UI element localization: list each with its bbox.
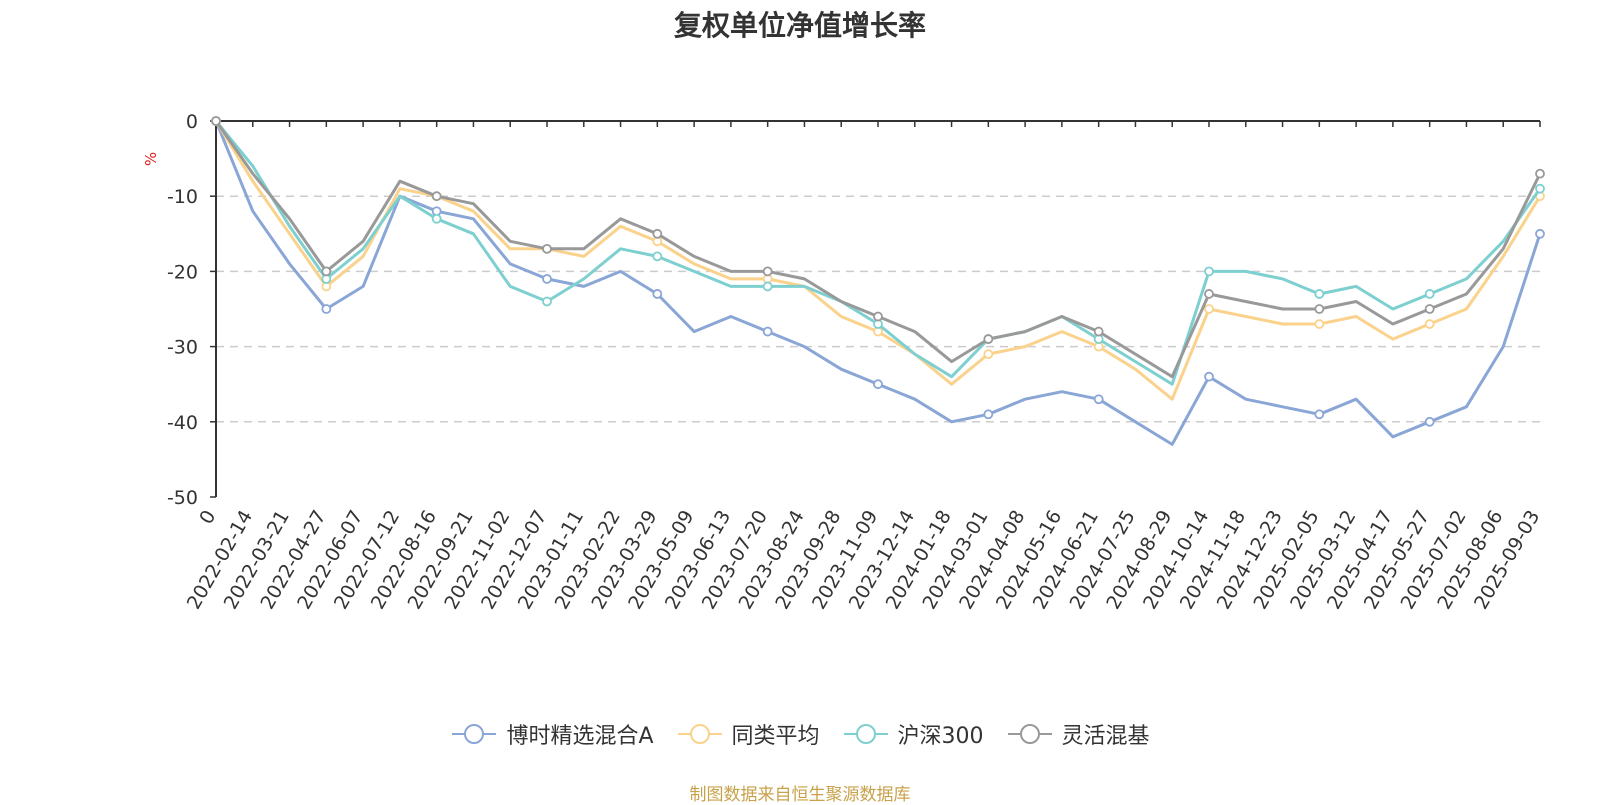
legend-label: 沪深300 bbox=[897, 724, 984, 749]
data-point[interactable] bbox=[762, 266, 773, 277]
y-tick-label: -40 bbox=[167, 412, 198, 434]
data-point[interactable] bbox=[1424, 416, 1435, 427]
data-point[interactable] bbox=[431, 191, 442, 202]
data-source-note: 制图数据来自恒生聚源数据库 bbox=[689, 785, 911, 805]
legend-item-4[interactable]: 灵活混基 bbox=[1006, 718, 1150, 750]
legend-item-2[interactable]: 同类平均 bbox=[676, 718, 820, 750]
data-point[interactable] bbox=[1314, 289, 1325, 299]
y-tick-label: -10 bbox=[167, 186, 198, 208]
data-point[interactable] bbox=[321, 266, 332, 277]
data-point[interactable] bbox=[1424, 289, 1435, 299]
data-point[interactable] bbox=[1204, 304, 1214, 314]
data-point[interactable] bbox=[542, 296, 552, 307]
data-point[interactable] bbox=[983, 349, 994, 360]
data-point[interactable] bbox=[1424, 304, 1435, 314]
data-point[interactable] bbox=[321, 304, 332, 314]
legend-label: 博时精选混合A bbox=[506, 724, 654, 749]
data-point[interactable] bbox=[652, 289, 663, 299]
legend-marker-icon bbox=[1007, 724, 1052, 744]
legend-label: 同类平均 bbox=[731, 724, 820, 749]
data-point[interactable] bbox=[873, 379, 883, 390]
series-line bbox=[214, 120, 1542, 379]
y-axis-label: % bbox=[142, 152, 160, 166]
data-point[interactable] bbox=[873, 311, 883, 322]
data-point[interactable] bbox=[1424, 319, 1435, 329]
legend-marker-icon bbox=[677, 724, 722, 744]
axes: 0-10-20-30-40-5002022-02-142022-03-21202… bbox=[167, 111, 1544, 613]
y-tick-label: -20 bbox=[167, 261, 198, 283]
series-4[interactable] bbox=[211, 116, 1545, 379]
data-point[interactable] bbox=[1204, 371, 1214, 382]
legend-label: 灵活混基 bbox=[1061, 724, 1150, 749]
data-point[interactable] bbox=[542, 243, 552, 254]
data-point[interactable] bbox=[431, 213, 442, 224]
data-point[interactable] bbox=[1314, 304, 1325, 314]
series-layer bbox=[211, 116, 1545, 446]
data-point[interactable] bbox=[762, 326, 773, 337]
data-point[interactable] bbox=[983, 409, 994, 420]
data-point[interactable] bbox=[1093, 394, 1104, 405]
series-1[interactable] bbox=[211, 116, 1545, 446]
data-point[interactable] bbox=[1093, 326, 1104, 337]
grid-lines bbox=[216, 195, 1540, 423]
data-point[interactable] bbox=[1535, 168, 1545, 179]
data-point[interactable] bbox=[542, 274, 552, 284]
legend-item-1[interactable]: 博时精选混合A bbox=[450, 718, 654, 750]
series-line bbox=[214, 120, 1542, 401]
data-point[interactable] bbox=[1535, 183, 1545, 194]
data-point[interactable] bbox=[1314, 409, 1325, 420]
data-point[interactable] bbox=[652, 251, 663, 262]
y-tick-label: -30 bbox=[167, 337, 198, 359]
data-point[interactable] bbox=[1314, 319, 1325, 329]
legend-marker-icon bbox=[843, 724, 888, 744]
data-point[interactable] bbox=[1535, 228, 1545, 239]
y-tick-label: 0 bbox=[186, 111, 198, 133]
data-point[interactable] bbox=[762, 281, 773, 292]
data-point[interactable] bbox=[1204, 266, 1214, 277]
series-3[interactable] bbox=[211, 116, 1545, 386]
legend: 博时精选混合A 同类平均 沪深300 灵活混基 bbox=[0, 718, 1600, 750]
series-2[interactable] bbox=[211, 116, 1545, 401]
y-tick-label: -50 bbox=[167, 487, 198, 509]
legend-marker-icon bbox=[452, 724, 497, 744]
x-tick-label: 0 bbox=[195, 507, 220, 528]
legend-item-3[interactable]: 沪深300 bbox=[842, 718, 984, 750]
data-point[interactable] bbox=[983, 334, 994, 344]
series-line bbox=[214, 120, 1542, 446]
series-line bbox=[214, 120, 1542, 386]
data-point[interactable] bbox=[652, 228, 663, 239]
chart-title: 复权单位净值增长率 bbox=[673, 9, 926, 42]
data-point[interactable] bbox=[1204, 289, 1214, 299]
data-point[interactable] bbox=[211, 116, 221, 126]
